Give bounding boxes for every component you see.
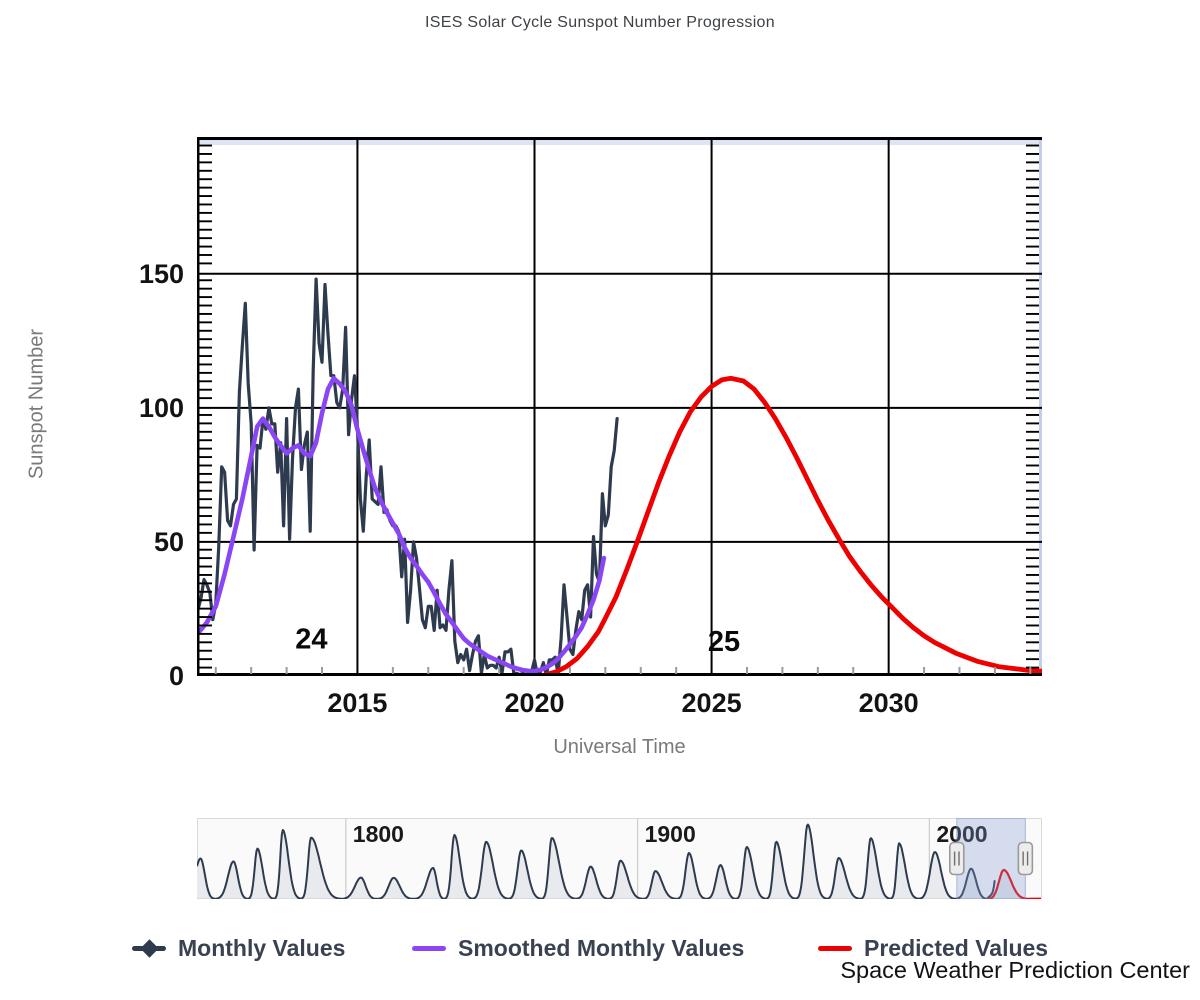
legend-label: Smoothed Monthly Values [458,934,745,961]
cycle-label: 25 [708,626,740,658]
navigator-series-line [197,823,996,899]
x-axis-label: Universal Time [553,736,686,758]
predicted-values-marker-icon [818,945,852,951]
navigator-brush-selection[interactable] [956,818,1026,899]
plot-right-border [1039,137,1042,676]
y-tick-label: 150 [138,258,184,289]
y-tick-label: 100 [138,392,184,423]
navigator-svg: 180019002000 [197,818,1042,899]
x-tick-label: 2030 [858,688,919,718]
legend-item-predicted: Predicted Values [818,931,1048,965]
monthly-values-line [197,277,619,676]
navigator-chart[interactable]: 180019002000 [197,818,1042,899]
smoothed-values-marker-icon [412,945,446,951]
diamond-icon [139,938,159,958]
navigator-year-label: 1800 [353,821,404,847]
x-tick-label: 2015 [327,688,388,718]
y-axis-label: Sunspot Number [25,328,48,480]
x-tick-label: 2025 [681,688,742,718]
legend-label: Predicted Values [864,934,1049,961]
legend-label: Monthly Values [178,934,346,961]
cycle-label: 24 [295,623,327,655]
credit-text: Space Weather Prediction Center [840,957,1190,983]
monthly-values-marker-icon [132,938,166,958]
x-tick-label: 2020 [504,688,565,718]
main-chart[interactable]: 24 25 [197,137,1042,676]
legend: Monthly Values Smoothed Monthly Values P… [0,931,1200,969]
main-chart-svg: 24 25 [197,137,1042,676]
legend-item-smoothed: Smoothed Monthly Values [412,931,744,965]
smoothed-monthly-values-line [197,376,607,674]
navigator-predicted-line [987,868,1042,899]
y-tick-label: 50 [153,526,184,557]
brush-handle-left[interactable] [948,841,965,876]
legend-item-monthly: Monthly Values [132,931,345,965]
brush-handle-right[interactable] [1017,841,1034,876]
predicted-values-line [542,375,1042,676]
navigator-year-label: 1900 [645,821,696,847]
top-selection-band [197,140,1042,145]
page-title: ISES Solar Cycle Sunspot Number Progress… [425,14,775,31]
y-tick-label: 0 [168,661,184,691]
